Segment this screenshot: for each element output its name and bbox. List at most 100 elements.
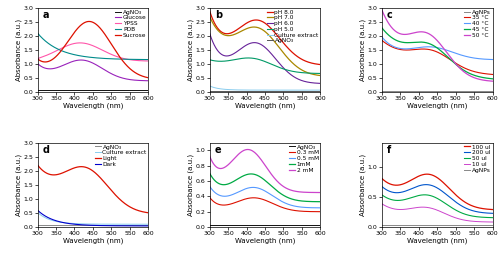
pH 6.0 <box>318 82 324 85</box>
AgNPs <box>444 224 450 227</box>
100 ul <box>424 173 430 176</box>
pH 7.0 <box>272 41 278 44</box>
Culture extract <box>260 88 266 92</box>
Culture extract <box>126 223 132 226</box>
50 °C <box>470 75 476 78</box>
pH 8.0 <box>318 63 324 66</box>
pH 5.0 <box>260 59 266 62</box>
200 ul <box>490 212 496 215</box>
pH 6.0 <box>298 78 304 82</box>
pH 8.0 <box>272 32 278 35</box>
50 ul <box>378 193 384 196</box>
pH 7.0 <box>318 74 324 77</box>
X-axis label: Wavelength (nm): Wavelength (nm) <box>235 238 295 244</box>
Text: d: d <box>43 145 50 155</box>
AgNPs <box>438 89 444 92</box>
Legend: 100 ul, 200 ul, 50 ul, 10 ul, AgNPs: 100 ul, 200 ul, 50 ul, 10 ul, AgNPs <box>464 144 491 173</box>
AgNPs <box>432 224 438 227</box>
50 °C <box>432 37 438 40</box>
100 ul <box>445 186 451 189</box>
2 mM <box>298 190 304 194</box>
Y-axis label: Absorbance (a.u.): Absorbance (a.u.) <box>188 154 194 216</box>
Culture extract <box>88 222 94 225</box>
2 mM <box>267 171 273 174</box>
pH 8.0 <box>298 57 304 60</box>
0.3 mM <box>272 203 278 206</box>
Line: PDB: PDB <box>38 33 148 60</box>
100 ul <box>487 208 493 211</box>
pH 8.0 <box>259 20 265 23</box>
200 ul <box>470 209 476 212</box>
pH 7.0 <box>266 34 272 37</box>
Glucose <box>88 61 94 64</box>
AgNO₃ <box>143 88 149 92</box>
AgNO₃ <box>34 223 40 227</box>
Culture extract <box>100 223 106 226</box>
pH 5.0 <box>245 57 251 60</box>
AgNO₃ <box>143 223 149 227</box>
0.3 mM <box>298 209 304 213</box>
35 °C <box>438 53 444 56</box>
Line: Glucose: Glucose <box>38 60 148 81</box>
Culture extract <box>143 223 149 226</box>
AgNO₃ <box>146 223 152 227</box>
Culture extract <box>259 88 265 92</box>
Dark <box>34 209 40 212</box>
pH 7.0 <box>206 15 212 18</box>
AgNO₃ <box>126 223 132 227</box>
YPSS <box>146 59 152 62</box>
AgNO₃ <box>318 90 324 93</box>
Line: 40 °C: 40 °C <box>382 36 492 60</box>
Culture extract <box>94 223 100 226</box>
Sucrose <box>88 20 94 23</box>
Y-axis label: Absorbance (a.u.): Absorbance (a.u.) <box>16 19 22 81</box>
Light <box>126 205 132 208</box>
AgNPs <box>438 224 444 227</box>
PDB <box>34 31 40 35</box>
Dark <box>94 224 100 227</box>
200 ul <box>423 183 429 186</box>
50 °C <box>490 80 496 83</box>
0.3 mM <box>318 210 324 213</box>
Sucrose <box>95 24 101 27</box>
45 °C <box>487 77 493 80</box>
Dark <box>87 224 93 227</box>
100 ul <box>378 176 384 180</box>
PDB <box>126 58 132 61</box>
AgNO₃ <box>94 88 100 92</box>
Dark <box>146 224 152 228</box>
100 ul <box>439 180 445 183</box>
AgNO₃ <box>88 88 94 92</box>
200 ul <box>487 212 493 215</box>
Sucrose <box>143 76 149 79</box>
0.5 mM <box>298 205 304 208</box>
45 °C <box>470 73 476 76</box>
45 °C <box>378 26 384 29</box>
2 mM <box>318 191 324 194</box>
AgNO₃ <box>100 223 106 227</box>
AgNO₃ <box>272 223 278 226</box>
pH 8.0 <box>315 63 321 66</box>
Culture extract <box>266 88 272 92</box>
40 °C <box>431 46 437 49</box>
50 °C <box>431 36 437 39</box>
Glucose <box>101 68 107 71</box>
45 °C <box>444 55 450 58</box>
Y-axis label: Absorbance (a.u.): Absorbance (a.u.) <box>360 19 366 81</box>
Culture extract <box>206 84 212 87</box>
AgNO₃ <box>146 88 152 92</box>
Line: YPSS: YPSS <box>38 43 148 61</box>
pH 7.0 <box>315 74 321 77</box>
Sucrose <box>126 66 132 69</box>
200 ul <box>445 194 451 197</box>
Line: 50 °C: 50 °C <box>382 9 492 81</box>
50 ul <box>444 203 450 206</box>
0.5 mM <box>318 206 324 209</box>
AgNPs <box>378 89 384 92</box>
Text: b: b <box>215 10 222 20</box>
0.5 mM <box>206 184 212 188</box>
35 °C <box>444 56 450 59</box>
AgNO₃ <box>126 88 132 92</box>
2 mM <box>273 178 279 181</box>
40 °C <box>432 46 438 49</box>
